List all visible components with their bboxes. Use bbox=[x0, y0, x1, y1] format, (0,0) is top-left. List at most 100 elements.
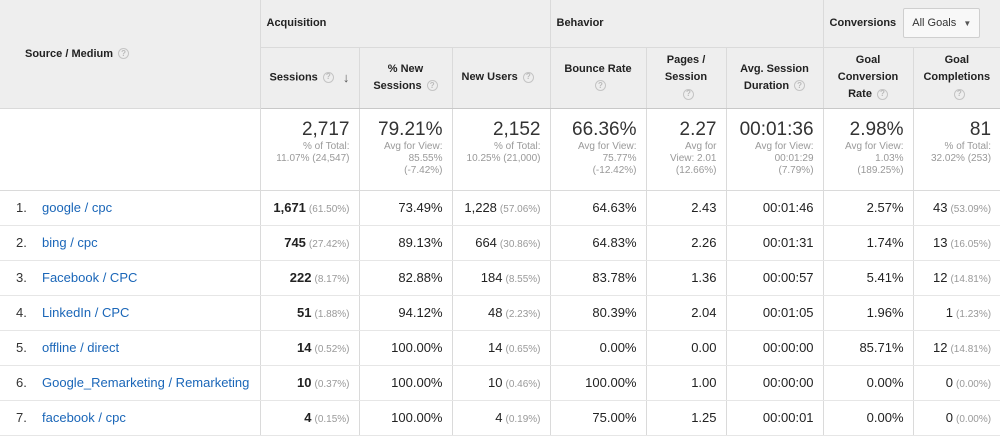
table-row: 5. offline / direct 14 (0.52%) 100.00% 14(… bbox=[0, 330, 1000, 366]
goal-completions-percent: (53.09%) bbox=[950, 204, 992, 215]
behavior-group-header: Behavior bbox=[550, 0, 824, 48]
new-users-column-header[interactable]: New Users? bbox=[452, 47, 551, 109]
row-number: 2. bbox=[16, 235, 27, 250]
bounce-rate-value: 0.00% bbox=[550, 330, 647, 366]
bounce-rate-value: 64.63% bbox=[550, 190, 647, 226]
pages-session-value: 1.25 bbox=[646, 400, 727, 436]
help-icon[interactable]: ? bbox=[118, 48, 130, 60]
conversions-group-header: Conversions All Goals ▼ bbox=[823, 0, 1000, 48]
help-icon[interactable]: ? bbox=[683, 88, 694, 100]
table-row: 7. facebook / cpc 4 (0.15%) 100.00% 4 (0.19… bbox=[0, 400, 1000, 436]
sessions-percent: (61.50%) bbox=[308, 204, 350, 215]
source-medium-link[interactable]: Google_Remarketing / Remarketing bbox=[42, 375, 250, 390]
goal-completions-value: 0 bbox=[945, 375, 954, 390]
bounce-rate-column-header[interactable]: Bounce Rate? bbox=[550, 47, 647, 109]
new-users-percent: (2.23%) bbox=[505, 309, 541, 320]
goal-completions-percent: (0.00%) bbox=[956, 414, 992, 425]
new-users-percent: (0.19%) bbox=[505, 414, 541, 425]
total-new-users: 2,152% of Total: 10.25% (21,000) bbox=[452, 108, 551, 191]
source-medium-link[interactable]: offline / direct bbox=[42, 340, 120, 355]
sessions-column-header[interactable]: Sessions? ↓ bbox=[260, 47, 360, 109]
sessions-percent: (0.52%) bbox=[314, 344, 350, 355]
sessions-value: 1,671 bbox=[273, 200, 306, 215]
total-pages-session: 2.27 Avg for View: 2.01 (12.66%) bbox=[646, 108, 727, 191]
help-icon[interactable]: ? bbox=[522, 71, 534, 83]
sessions-percent: (27.42%) bbox=[308, 239, 350, 250]
goal-completions-value: 12 bbox=[933, 340, 948, 355]
sessions-percent: (0.15%) bbox=[314, 414, 350, 425]
goal-conversion-rate-value: 1.74% bbox=[823, 225, 914, 261]
help-icon[interactable]: ? bbox=[595, 80, 606, 92]
new-users-percent: (0.65%) bbox=[505, 344, 541, 355]
goal-completions-percent: (14.81%) bbox=[950, 344, 992, 355]
sessions-value: 745 bbox=[284, 235, 306, 250]
pages-session-value: 0.00 bbox=[646, 330, 727, 366]
avg-duration-value: 00:00:57 bbox=[726, 260, 824, 296]
sessions-value: 4 bbox=[304, 410, 312, 425]
goal-conversion-rate-value: 0.00% bbox=[823, 400, 914, 436]
sort-descending-icon[interactable]: ↓ bbox=[342, 69, 350, 85]
new-users-value: 14 bbox=[488, 340, 503, 355]
goal-completions-column-header[interactable]: Goal Completions? bbox=[913, 47, 1000, 109]
source-medium-link[interactable]: facebook / cpc bbox=[42, 410, 126, 425]
table-row: 1. google / cpc 1,671 (61.50%) 73.49% 1,22… bbox=[0, 190, 1000, 226]
new-users-value: 184 bbox=[480, 270, 503, 285]
conversions-label: Conversions bbox=[829, 17, 897, 30]
help-icon[interactable]: ? bbox=[876, 88, 888, 100]
row-number: 6. bbox=[16, 375, 27, 390]
totals-row: 2,717% of Total: 11.07% (24,547) 79.21% Av… bbox=[0, 108, 1000, 191]
source-medium-link[interactable]: LinkedIn / CPC bbox=[42, 305, 130, 320]
sessions-percent: (1.88%) bbox=[314, 309, 350, 320]
row-number: 7. bbox=[16, 410, 27, 425]
row-number: 4. bbox=[16, 305, 27, 320]
help-icon[interactable]: ? bbox=[794, 80, 806, 92]
row-number: 3. bbox=[16, 270, 27, 285]
acquisition-group-header: Acquisition bbox=[260, 0, 551, 48]
avg-duration-value: 00:00:00 bbox=[726, 330, 824, 366]
help-icon[interactable]: ? bbox=[322, 71, 334, 83]
sessions-value: 10 bbox=[297, 375, 312, 390]
new-sessions-value: 94.12% bbox=[359, 295, 453, 331]
source-medium-link[interactable]: google / cpc bbox=[42, 200, 113, 215]
new-sessions-value: 100.00% bbox=[359, 365, 453, 401]
avg-duration-column-header[interactable]: Avg. Session Duration? bbox=[726, 47, 824, 109]
goal-completions-value: 13 bbox=[933, 235, 948, 250]
source-medium-link[interactable]: bing / cpc bbox=[42, 235, 98, 250]
goal-completions-value: 12 bbox=[933, 270, 948, 285]
avg-duration-value: 00:00:00 bbox=[726, 365, 824, 401]
chevron-down-icon: ▼ bbox=[963, 18, 972, 28]
sessions-value: 51 bbox=[297, 305, 312, 320]
bounce-rate-value: 100.00% bbox=[550, 365, 647, 401]
help-icon[interactable]: ? bbox=[426, 80, 438, 92]
source-medium-header[interactable]: Source / Medium? bbox=[0, 0, 261, 109]
pages-session-value: 2.04 bbox=[646, 295, 727, 331]
new-users-value: 1,228 bbox=[464, 200, 497, 215]
row-number: 1. bbox=[16, 200, 27, 215]
total-sessions: 2,717% of Total: 11.07% (24,547) bbox=[260, 108, 360, 191]
sessions-percent: (0.37%) bbox=[314, 379, 350, 390]
new-users-value: 664 bbox=[475, 235, 497, 250]
table-row: 3. Facebook / CPC 222 (8.17%) 82.88% 184 (8… bbox=[0, 260, 1000, 296]
sessions-percent: (8.17%) bbox=[314, 274, 350, 285]
goal-conversion-rate-value: 1.96% bbox=[823, 295, 914, 331]
pages-session-value: 1.36 bbox=[646, 260, 727, 296]
pages-session-value: 2.43 bbox=[646, 190, 727, 226]
goal-completions-value: 1 bbox=[945, 305, 954, 320]
table-row: 6. Google_Remarketing / Remarketing 10 (0.… bbox=[0, 365, 1000, 401]
new-sessions-column-header[interactable]: % New Sessions? bbox=[359, 47, 453, 109]
sessions-value: 222 bbox=[289, 270, 312, 285]
total-goal-completions: 81% of Total: 32.02% (253) bbox=[913, 108, 1000, 191]
pages-session-column-header[interactable]: Pages / Session? bbox=[646, 47, 727, 109]
new-users-percent: (0.46%) bbox=[505, 379, 541, 390]
goal-select-dropdown[interactable]: All Goals ▼ bbox=[903, 8, 981, 39]
total-bounce-rate: 66.36% Avg for View: 75.77% (-12.42%) bbox=[550, 108, 647, 191]
new-sessions-value: 100.00% bbox=[359, 330, 453, 366]
help-icon[interactable]: ? bbox=[953, 88, 965, 100]
goal-conversion-rate-column-header[interactable]: Goal Conversion Rate? bbox=[823, 47, 914, 109]
source-medium-link[interactable]: Facebook / CPC bbox=[42, 270, 138, 285]
total-avg-duration: 00:01:36 Avg for View: 00:01:29 (7.79%) bbox=[726, 108, 824, 191]
row-number: 5. bbox=[16, 340, 27, 355]
new-users-percent: (30.86%) bbox=[499, 239, 541, 250]
sessions-value: 14 bbox=[297, 340, 312, 355]
